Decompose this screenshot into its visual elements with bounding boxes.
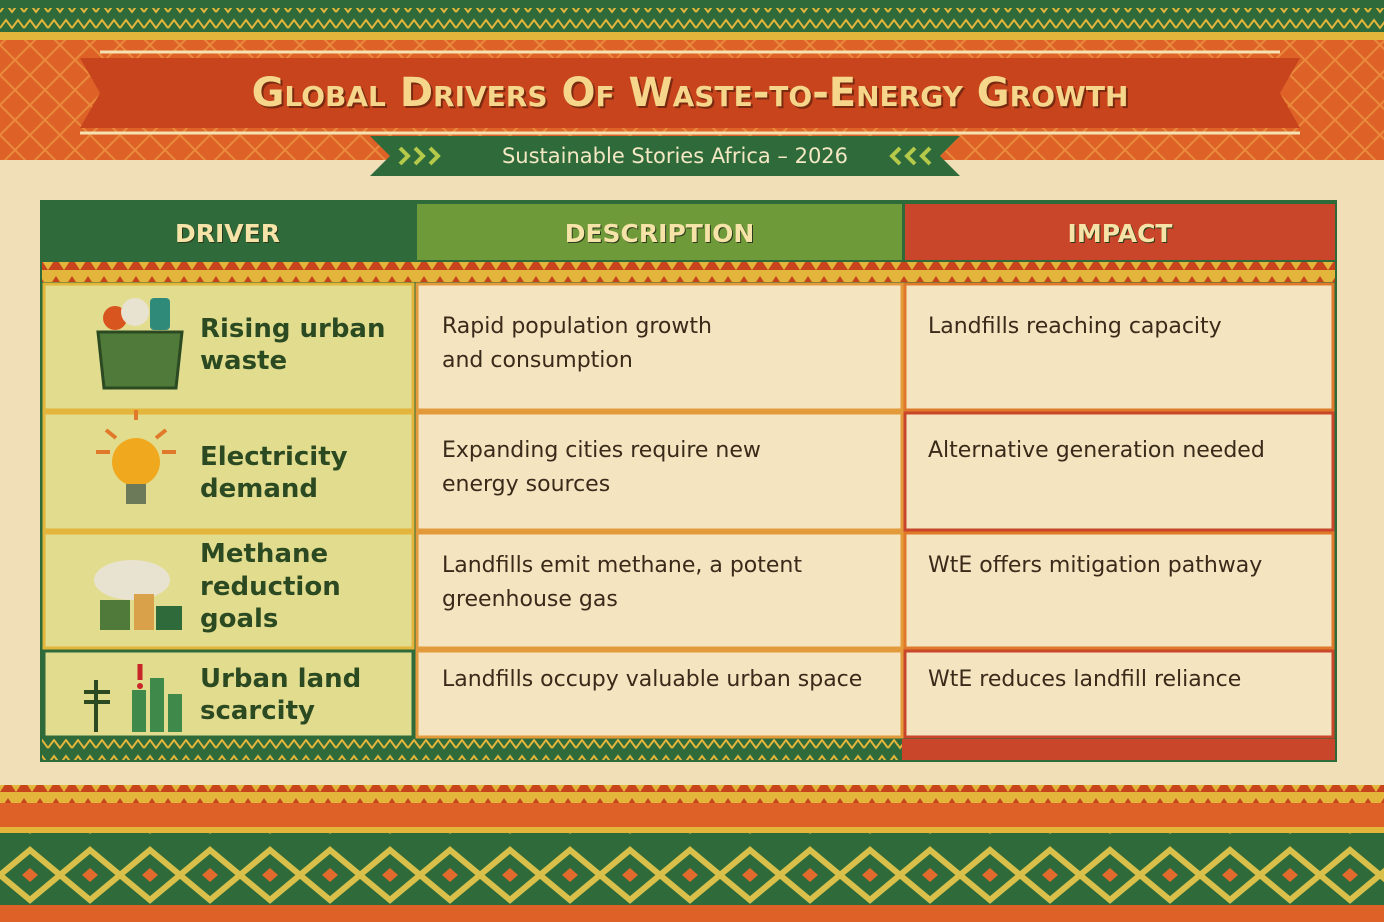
cell (903, 411, 1335, 532)
header-cell (42, 204, 413, 260)
description: Rapid population growth and consumption (442, 314, 712, 374)
cell (42, 411, 415, 532)
title: Global Drivers Of Waste-to-Energy Growth (251, 70, 1129, 116)
strip (42, 739, 902, 760)
header-cell (417, 204, 902, 260)
column-header: DRIVER (175, 218, 280, 248)
cell (415, 282, 904, 412)
icon-city (84, 664, 182, 732)
stripe (0, 0, 1384, 8)
column-header: DESCRIPTION (564, 218, 755, 248)
stripe (0, 827, 1384, 833)
driver: Methane reduction goals (200, 539, 341, 635)
description: Landfills emit methane, a potent greenho… (442, 553, 802, 613)
driver: Electricity demand (200, 441, 348, 505)
stripe (0, 905, 1384, 922)
description: Expanding cities require new energy sour… (442, 438, 761, 498)
icon-bin (96, 298, 184, 390)
header-cell (905, 204, 1335, 260)
impact: WtE reduces landfill reliance (928, 667, 1242, 692)
cell (903, 282, 1335, 412)
cell (903, 531, 1335, 650)
strip (42, 262, 1335, 282)
cell (415, 649, 904, 739)
subtitle-ribbon (370, 136, 960, 176)
impact: Alternative generation needed (928, 438, 1265, 463)
stripe (0, 8, 1384, 32)
driver: Urban land scarcity (200, 663, 362, 727)
impact: Landfills reaching capacity (928, 314, 1222, 339)
description: Landfills occupy valuable urban space (442, 667, 863, 692)
stripe (0, 803, 1384, 827)
impact: WtE offers mitigation pathway (928, 553, 1263, 578)
subtitle: Sustainable Stories Africa – 2026 (501, 144, 849, 168)
stripe (0, 833, 1384, 905)
column-header: IMPACT (1067, 218, 1173, 248)
icon-bulb (96, 410, 176, 504)
driver: Rising urban waste (200, 313, 386, 377)
title-ribbon (80, 58, 1300, 128)
cell (415, 531, 904, 650)
cell (903, 649, 1335, 739)
stripe (0, 785, 1384, 803)
icon-methane (94, 560, 182, 630)
chevrons (398, 146, 932, 166)
row-cells (42, 282, 1335, 739)
stripe (0, 32, 1384, 40)
cell (415, 411, 904, 532)
strip (902, 739, 1335, 760)
